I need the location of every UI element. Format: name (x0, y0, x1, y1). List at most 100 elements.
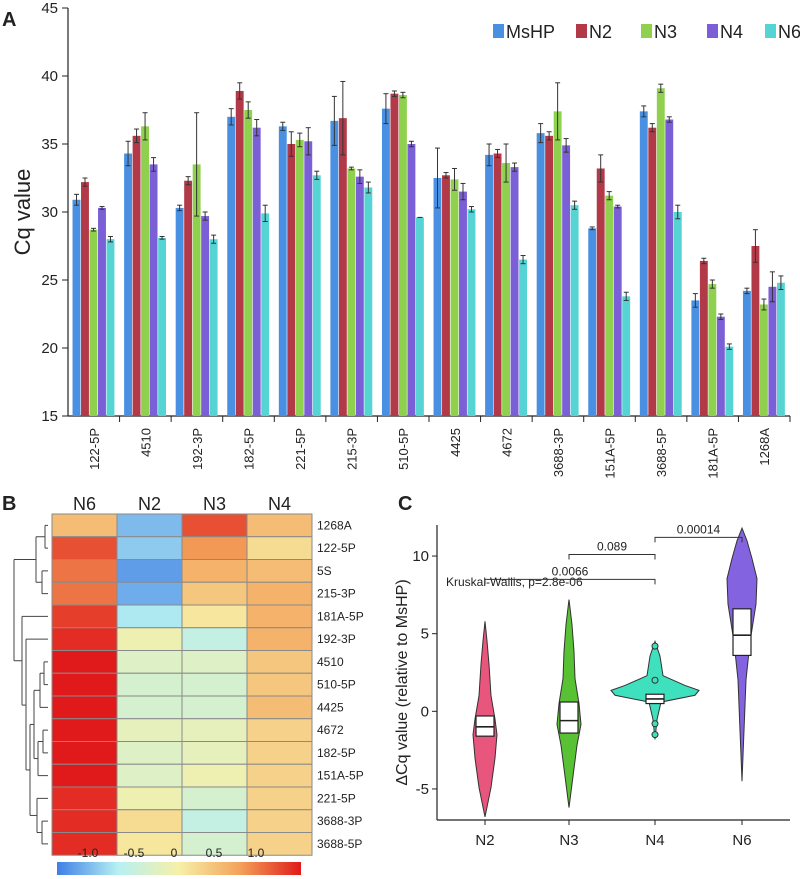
significance-bracket (484, 578, 656, 585)
heatmap-cell (51, 695, 118, 720)
heatmap-column-label: N3 (203, 494, 226, 514)
bar-N4 (613, 206, 622, 416)
heatmap-cell (246, 763, 313, 788)
heatmap-cell (181, 741, 248, 765)
bar-N4 (562, 145, 571, 417)
bar-MsHP (175, 207, 184, 416)
bar-N2 (699, 260, 708, 416)
bar-N6 (570, 205, 579, 416)
bar-MsHP (381, 108, 390, 416)
outlier-point (651, 720, 659, 728)
x-tick-label: 4425 (448, 428, 463, 457)
heatmap-row-label: 215-3P (317, 587, 356, 601)
heatmap-cell (116, 650, 183, 674)
bar-N2 (338, 118, 347, 416)
y-tick-label: 35 (41, 136, 58, 153)
panel-label-b: B (2, 493, 16, 515)
x-tick-label: N3 (559, 832, 578, 849)
heatmap-cell (246, 832, 313, 856)
bar-MsHP (639, 111, 648, 417)
y-tick-label: 15 (41, 408, 58, 425)
bar-N2 (545, 135, 554, 416)
heatmap-row-label: 181A-5P (317, 609, 364, 623)
heatmap-cell (51, 763, 118, 788)
heatmap-row-label: 1268A (317, 518, 352, 532)
bar-N2 (442, 175, 450, 416)
colorbar-tick-label: 1.0 (248, 846, 265, 860)
heatmap-cell (181, 581, 248, 606)
heatmap-cell (246, 718, 313, 742)
bar-N4 (355, 176, 364, 416)
bar-N3 (295, 139, 304, 417)
heatmap-cell (51, 718, 118, 742)
bar-N6 (261, 213, 270, 416)
bar-N4 (201, 216, 210, 416)
x-tick-label: 1268A (757, 428, 772, 466)
heatmap-column-label: N2 (138, 494, 161, 514)
colorbar (57, 862, 301, 875)
heatmap-row-label: 192-3P (317, 632, 356, 646)
bar-N2 (184, 180, 193, 416)
bar-N2 (648, 127, 657, 417)
y-tick-label: 5 (421, 626, 429, 643)
heatmap-cell (51, 809, 118, 833)
significance-bracket (654, 536, 743, 543)
bar-N2 (287, 144, 296, 416)
colorbar-tick-label: -1.0 (78, 846, 99, 860)
heatmap-cell (51, 513, 118, 538)
legend-swatch-N2 (576, 24, 587, 38)
heatmap-cell (246, 513, 313, 538)
colorbar-tick-label: -0.5 (124, 846, 145, 860)
heatmap-row-label: 151A-5P (317, 769, 364, 783)
y-tick-label: 25 (41, 272, 58, 289)
bar-N4 (510, 167, 519, 416)
heatmap-row-label: 4510 (317, 655, 344, 669)
heatmap-cell (181, 536, 248, 560)
heatmap-column-label: N4 (268, 494, 291, 514)
bar-N4 (459, 191, 467, 416)
bar-N3 (553, 111, 562, 417)
box-N6 (732, 608, 752, 657)
bar-MsHP (691, 300, 700, 416)
x-tick-label: 215-3P (345, 428, 360, 470)
bar-N4 (98, 207, 106, 416)
bar-N4 (768, 286, 777, 416)
heatmap-cell (51, 786, 118, 811)
bar-N2 (596, 168, 605, 416)
legend-swatch-N6 (765, 24, 776, 38)
p-value-label: 0.089 (597, 540, 627, 554)
heatmap-row-label: 5S (317, 564, 332, 578)
colorbar-tick-label: 0.5 (206, 846, 223, 860)
legend-swatch-N4 (707, 24, 718, 38)
bar-N6 (312, 175, 321, 416)
heatmap-cell (246, 741, 313, 765)
bar-N6 (725, 346, 734, 416)
heatmap-cell (116, 581, 183, 606)
bar-N6 (776, 282, 785, 416)
bar-N2 (132, 135, 141, 416)
heatmap-cell (116, 627, 183, 651)
bar-N4 (665, 119, 674, 417)
significance-bracket (568, 554, 656, 560)
legend-label-N3: N3 (654, 22, 677, 42)
bar-N6 (467, 209, 476, 416)
heatmap-cell (51, 604, 118, 629)
outlier-point (651, 676, 659, 684)
bar-N3 (502, 163, 511, 416)
heatmap: N6 N2 N3 N4 1268A 122-5P 5S 215-3P 181A-5P 192-3P… (13, 494, 364, 875)
heatmap-cell (51, 627, 118, 651)
x-tick-label: 3688-5P (654, 428, 669, 477)
bar-N4 (149, 164, 158, 416)
outlier-point (651, 642, 659, 650)
heatmap-cell (246, 650, 313, 674)
legend-label-MsHP: MsHP (506, 22, 555, 42)
heatmap-cell (181, 672, 248, 697)
bar-N2 (493, 153, 502, 416)
legend-swatch-MsHP (493, 24, 504, 38)
bar-MsHP (536, 133, 545, 416)
legend-label-N2: N2 (589, 22, 612, 42)
bar-N2 (390, 93, 399, 417)
heatmap-cell (116, 672, 183, 697)
y-tick-label: 10 (412, 548, 429, 565)
